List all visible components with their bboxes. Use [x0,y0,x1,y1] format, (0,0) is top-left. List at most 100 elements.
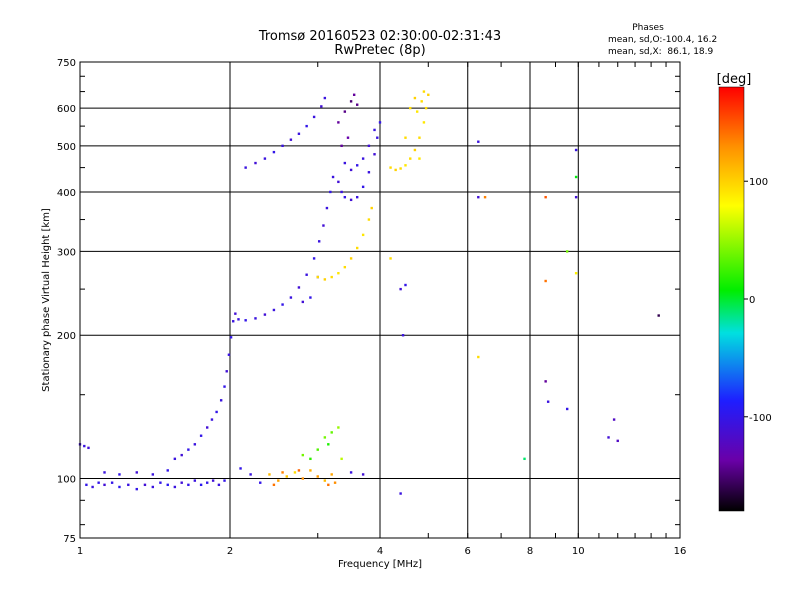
data-point [309,469,312,472]
data-point [355,164,359,167]
data-point [340,190,343,194]
data-point [229,336,233,339]
data-point [409,106,412,110]
data-point [355,103,359,106]
data-point [193,443,197,446]
data-point [422,90,426,93]
data-point [337,272,340,275]
data-point [166,469,169,472]
data-point [135,471,138,474]
data-point [301,453,305,457]
data-point [370,206,373,210]
data-point [211,479,215,482]
data-point [281,471,284,474]
data-point [337,121,340,124]
data-point [337,180,340,184]
data-point [322,224,325,227]
data-point [173,457,177,461]
data-point [239,467,242,470]
data-point [367,171,371,174]
data-point [272,308,276,312]
data-point [87,446,90,450]
data-point [399,492,402,495]
data-point [367,144,371,148]
data-point [309,296,312,299]
data-point [349,471,353,474]
y-tick-label: 750 [57,58,76,69]
data-point [97,481,100,484]
data-point [389,257,392,260]
data-point [544,279,547,283]
data-point [312,257,316,260]
data-point [546,400,550,403]
y-tick-label: 100 [57,475,76,486]
x-tick-label: 2 [227,546,233,557]
data-point [85,483,88,487]
data-point [323,278,327,281]
data-point [415,110,419,113]
y-tick-label: 600 [57,104,76,115]
data-point [401,334,405,337]
y-axis-ticks: 75 100 200 300 400 500 600 750 [57,58,680,545]
data-point [244,166,247,169]
colorbar-tick-label: 100 [749,177,768,188]
data-point [330,275,333,279]
data-point [404,136,407,139]
data-point [305,124,308,128]
x-tick-label: 4 [377,546,383,557]
data-point [323,479,327,482]
data-point [103,471,106,474]
plot-area: 1 2 4 6 8 10 16 75 100 200 300 400 500 600 750 [57,58,686,557]
data-point [316,475,319,478]
y-tick-label: 300 [57,247,76,258]
data-point [349,198,353,202]
data-point [305,273,308,276]
data-point [544,380,547,383]
data-point [210,418,214,421]
data-point [574,272,578,275]
data-point [565,250,569,253]
data-point [361,233,365,237]
data-point [312,115,316,119]
data-point [420,100,423,103]
data-point [361,473,365,476]
data-point [409,157,412,160]
data-point [151,473,155,476]
data-point [330,431,333,434]
data-point [349,168,353,172]
data-point [477,140,480,143]
data-point [289,296,293,299]
y-tick-label: 200 [57,331,76,342]
data-point [91,485,94,489]
data-point [483,195,487,199]
data-point [118,485,121,489]
data-point [166,483,169,487]
data-point [399,287,402,291]
data-point [301,300,305,304]
data-point [327,443,330,446]
data-point [330,473,333,476]
x-tick-label: 8 [527,546,533,557]
data-point [223,479,226,482]
data-point [399,167,402,170]
data-point [367,218,371,221]
data-point [281,144,284,148]
data-point [343,110,347,113]
data-point [316,448,319,451]
data-point [293,471,297,474]
data-point [361,157,365,160]
data-point [612,418,616,421]
data-point [254,317,257,320]
data-point [259,481,262,484]
x-axis-ticks: 1 2 4 6 8 10 16 [77,62,686,557]
data-point [323,436,327,439]
data-point [378,121,382,124]
data-point [272,150,276,154]
data-point [205,426,209,429]
data-point [361,185,365,189]
data-point [343,195,347,199]
data-point [297,469,301,472]
data-point [373,128,376,132]
data-point [323,96,327,100]
data-point [607,436,610,439]
